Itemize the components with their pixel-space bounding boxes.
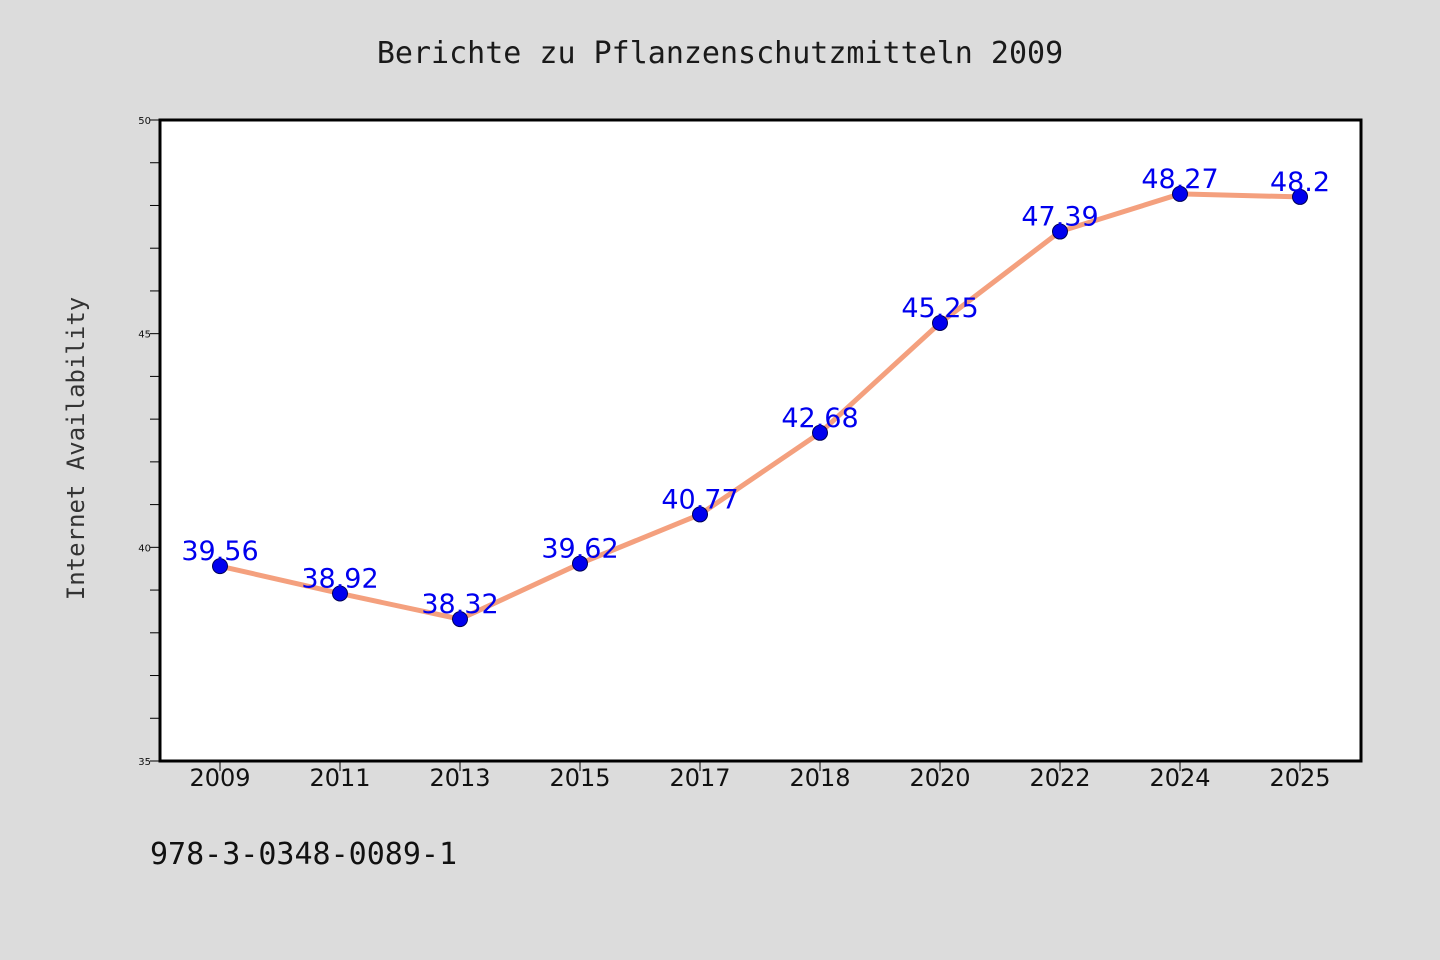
x-tick-label: 2024 xyxy=(1149,764,1210,792)
x-tick-label: 2017 xyxy=(669,764,730,792)
data-label: 38.92 xyxy=(301,563,378,594)
data-point xyxy=(332,585,348,602)
series-group xyxy=(217,191,1303,622)
y-tick-label: 50 xyxy=(138,116,151,127)
y-tick-label: 40 xyxy=(138,543,151,554)
data-label: 48.2 xyxy=(1270,167,1330,198)
data-label: 38.32 xyxy=(421,589,498,620)
data-point xyxy=(1172,185,1188,202)
chart-title: Berichte zu Pflanzenschutzmitteln 2009 xyxy=(377,36,1063,71)
data-point xyxy=(1052,223,1068,240)
y-axis: 35 40 45 50 xyxy=(138,116,160,768)
footer-code: 978-3-0348-0089-1 xyxy=(150,837,457,872)
x-tick-label: 2018 xyxy=(789,764,850,792)
data-label: 45.25 xyxy=(901,293,978,324)
y-tick-label: 35 xyxy=(138,757,151,768)
y-tick-label: 45 xyxy=(138,330,151,341)
data-points xyxy=(212,185,1308,628)
data-label: 48.27 xyxy=(1141,164,1218,195)
x-tick-label: 2020 xyxy=(909,764,970,792)
series-line xyxy=(217,191,1303,622)
data-point xyxy=(692,506,708,523)
x-tick-label: 2011 xyxy=(309,764,370,792)
y-axis-label: Internet Availability xyxy=(62,297,90,600)
data-label: 42.68 xyxy=(781,403,858,434)
x-axis: 2009 2011 2013 2015 2017 2018 2020 2022 2024 2025 xyxy=(189,761,1331,792)
x-tick-label: 2025 xyxy=(1269,764,1330,792)
x-tick-label: 2013 xyxy=(429,764,490,792)
data-label: 39.62 xyxy=(541,534,618,565)
x-tick-label: 2009 xyxy=(189,764,250,792)
data-label: 39.56 xyxy=(181,536,258,567)
x-tick-label: 2015 xyxy=(549,764,610,792)
plot-area xyxy=(158,118,1363,763)
data-point xyxy=(212,558,228,575)
data-point xyxy=(572,555,588,572)
data-point xyxy=(812,424,828,441)
x-tick-label: 2022 xyxy=(1029,764,1090,792)
data-point xyxy=(452,611,468,628)
data-labels: 39.56 38.92 38.32 39.62 40.77 42.68 45.25 47.39… xyxy=(181,164,1330,620)
data-point xyxy=(932,314,948,331)
data-label: 40.77 xyxy=(661,484,738,515)
data-label: 47.39 xyxy=(1021,202,1098,233)
data-point xyxy=(1292,188,1308,205)
